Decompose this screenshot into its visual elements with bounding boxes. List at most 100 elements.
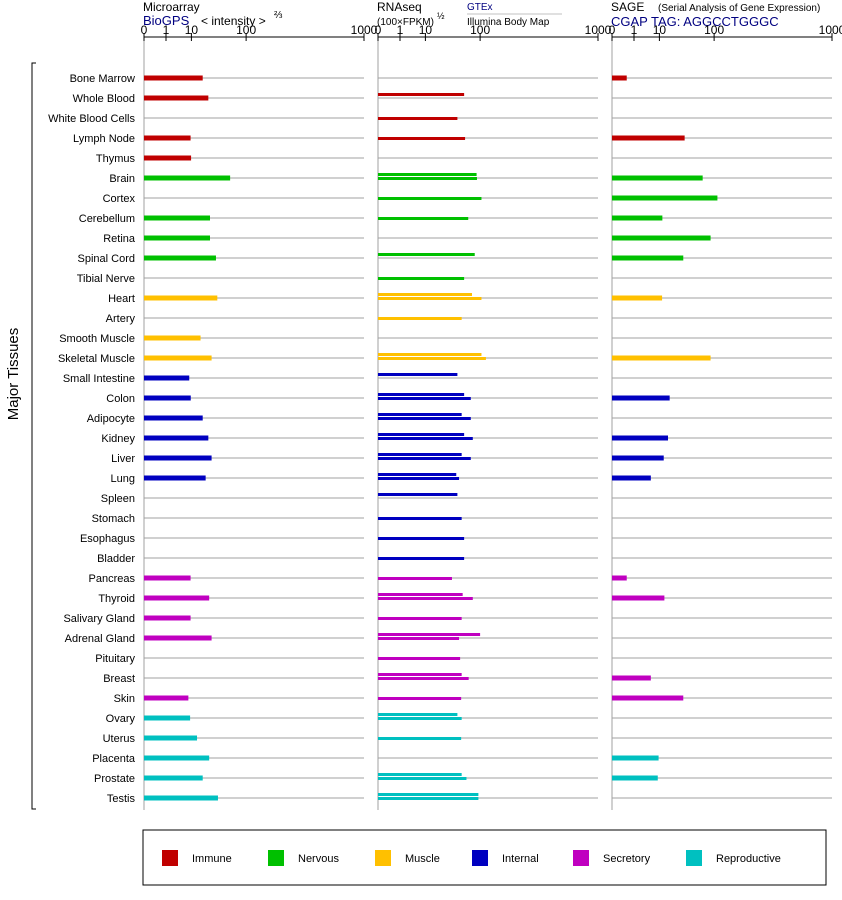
tissue-label: Colon	[106, 393, 135, 405]
x-tick-label: 100	[236, 23, 256, 37]
bar-microarray	[144, 795, 218, 801]
bar-rnaseq	[378, 197, 482, 200]
bar-microarray	[144, 635, 212, 641]
bar-rnaseq	[378, 737, 462, 740]
legend-label-reproductive: Reproductive	[716, 853, 781, 865]
biogps-link[interactable]: BioGPS	[143, 13, 190, 28]
bar-rnaseq	[378, 177, 477, 180]
tissue-label: Heart	[108, 293, 135, 305]
tissue-label: Placenta	[92, 753, 136, 765]
gtex-link[interactable]: GTEx	[467, 2, 493, 13]
bar-microarray	[144, 735, 198, 741]
scale-exp-rnaseq: ½	[437, 11, 445, 21]
bar-sage	[612, 575, 627, 581]
bar-rnaseq	[378, 353, 482, 356]
bar-rnaseq	[378, 577, 452, 580]
tissue-label: Adipocyte	[87, 413, 135, 425]
x-tick-label: 1000	[819, 23, 842, 37]
x-tick-label: 1	[397, 23, 404, 37]
bar-sage	[612, 235, 711, 241]
bar-microarray	[144, 755, 210, 761]
bar-rnaseq	[378, 397, 471, 400]
tissue-label: Spleen	[101, 493, 135, 505]
bar-microarray	[144, 215, 210, 221]
bar-rnaseq	[378, 517, 462, 520]
x-tick-label: 0	[609, 23, 616, 37]
tissue-label: Liver	[111, 453, 135, 465]
panel-header-rnaseq: RNAseq (100×FPKM) ½ GTEx Illumina Body M…	[377, 0, 562, 28]
tissue-label: Lymph Node	[73, 133, 135, 145]
x-tick-label: 10	[419, 23, 433, 37]
bar-rnaseq	[378, 453, 462, 456]
bar-rnaseq	[378, 537, 465, 540]
x-tick-label: 1	[163, 23, 170, 37]
legend-label-secretory: Secretory	[603, 853, 651, 865]
bar-rnaseq	[378, 433, 465, 436]
bar-sage	[612, 395, 670, 401]
tissue-label: Pituitary	[95, 653, 135, 665]
bar-rnaseq	[378, 393, 465, 396]
bar-sage	[612, 175, 703, 181]
legend-label-immune: Immune	[192, 853, 232, 865]
legend-swatch-muscle	[375, 850, 391, 866]
bar-rnaseq	[378, 637, 460, 640]
panel-title-microarray: Microarray	[143, 0, 200, 14]
cgap-tag-link[interactable]: CGAP TAG: AGGCCTGGGC	[611, 14, 779, 29]
bar-rnaseq	[378, 173, 477, 176]
bar-rnaseq	[378, 697, 462, 700]
panel-source-microarray[interactable]: BioGPS	[143, 13, 190, 28]
bars	[144, 75, 718, 801]
bar-rnaseq	[378, 357, 486, 360]
x-tick-label: 0	[375, 23, 382, 37]
tissue-label: Bone Marrow	[70, 73, 135, 85]
x-tick-label: 0	[141, 23, 148, 37]
bar-microarray	[144, 155, 192, 161]
bar-rnaseq	[378, 473, 457, 476]
panel-title-rnaseq: RNAseq	[377, 0, 422, 14]
legend-swatch-nervous	[268, 850, 284, 866]
bar-rnaseq	[378, 117, 458, 120]
axes: 011010010000110100100001101001000	[141, 23, 842, 810]
bar-sage	[612, 695, 684, 701]
bar-microarray	[144, 295, 218, 301]
bar-microarray	[144, 695, 189, 701]
bar-rnaseq	[378, 633, 481, 636]
legend: Immune Nervous Muscle Internal Secretory Repr…	[162, 850, 781, 866]
bar-microarray	[144, 255, 216, 261]
tissue-label: Brain	[109, 173, 135, 185]
bar-microarray	[144, 435, 209, 441]
tissue-label: Bladder	[97, 553, 135, 565]
tissue-label: Skeletal Muscle	[58, 353, 135, 365]
bar-rnaseq	[378, 493, 458, 496]
x-tick-label: 1000	[351, 23, 378, 37]
x-tick-label: 1	[631, 23, 638, 37]
bar-microarray	[144, 475, 206, 481]
row-axis-bracket	[31, 62, 36, 810]
tissue-label: Thyroid	[98, 593, 135, 605]
bar-rnaseq	[378, 253, 475, 256]
tissue-label: Artery	[106, 313, 136, 325]
bar-rnaseq	[378, 277, 465, 280]
bar-rnaseq	[378, 773, 462, 776]
bar-rnaseq	[378, 93, 465, 96]
panel-extra-title-rnaseq[interactable]: GTEx	[467, 2, 493, 13]
bar-sage	[612, 75, 627, 81]
tissue-label: Ovary	[106, 713, 136, 725]
bar-sage	[612, 195, 718, 201]
x-tick-label: 100	[704, 23, 724, 37]
bar-microarray	[144, 395, 191, 401]
bar-microarray	[144, 575, 191, 581]
tissue-label: Esophagus	[80, 533, 136, 545]
bar-rnaseq	[378, 137, 466, 140]
panel-source-sage[interactable]: CGAP TAG: AGGCCTGGGC	[611, 14, 779, 29]
tissue-label: Cortex	[103, 193, 136, 205]
scale-exp-microarray: ⅔	[274, 10, 283, 21]
bar-rnaseq	[378, 657, 461, 660]
bar-rnaseq	[378, 293, 472, 296]
bar-microarray	[144, 135, 191, 141]
tissue-label: Spinal Cord	[78, 253, 135, 265]
tissue-label: Retina	[103, 233, 136, 245]
legend-label-muscle: Muscle	[405, 853, 440, 865]
bar-microarray	[144, 235, 210, 241]
bar-microarray	[144, 335, 201, 341]
